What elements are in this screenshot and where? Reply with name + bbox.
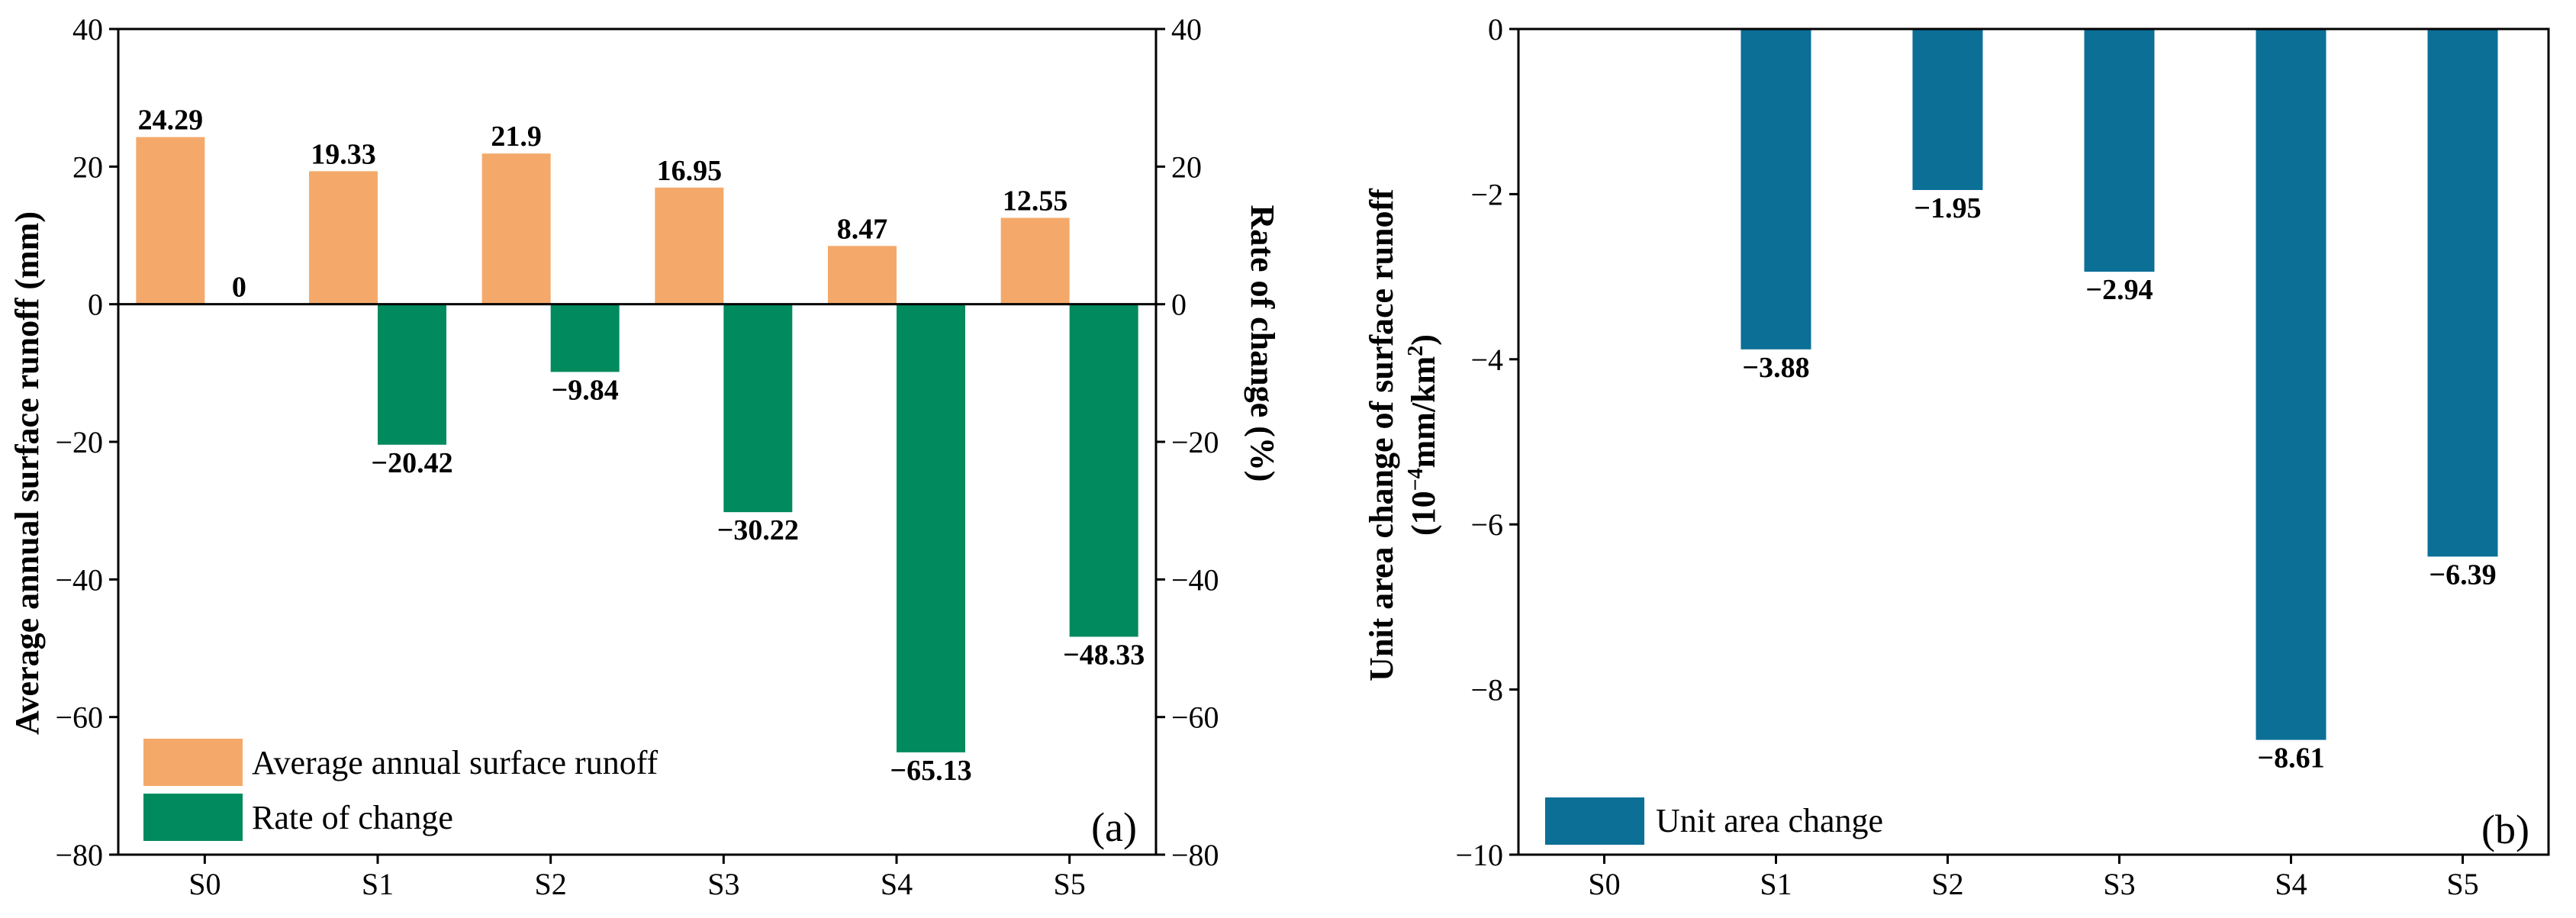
y2-tick-label: −60 (1171, 701, 1219, 735)
label-unit-area-S1: −3.88 (1742, 352, 1809, 384)
x-tick-label: S3 (2103, 867, 2135, 901)
panel-a: Average annual surface runoff (mm) Rate … (8, 12, 1281, 901)
bar-runoff-S2 (481, 153, 551, 304)
label-unit-area-S5: −6.39 (2429, 559, 2496, 591)
y-tick-label: −60 (55, 701, 103, 735)
label-rate-S1: −20.42 (371, 447, 452, 479)
bar-rate-S3 (723, 304, 793, 513)
y-tick-label: −20 (55, 425, 103, 459)
unit-sup1: −4 (1404, 468, 1428, 491)
x-tick-label: S2 (535, 867, 567, 901)
label-rate-S0: 0 (232, 272, 246, 304)
label-runoff-S1: 19.33 (311, 138, 376, 170)
bar-rate-S2 (550, 304, 620, 372)
label-runoff-S0: 24.29 (138, 105, 204, 137)
unit-post: ) (1405, 334, 1442, 346)
label-rate-S3: −30.22 (717, 514, 799, 546)
panel-b-y-axis-title-line2: (10−4mm/km2) (1404, 334, 1442, 536)
panel-b-y-axis-title-line1: Unit area change of surface runoff (1363, 188, 1400, 681)
legend-label-rate: Rate of change (252, 799, 453, 836)
x-tick-label: S3 (707, 867, 739, 901)
label-runoff-S4: 8.47 (837, 213, 888, 245)
y2-tick-label: 20 (1171, 150, 1202, 184)
bar-runoff-S0 (136, 137, 205, 304)
label-rate-S2: −9.84 (552, 374, 619, 406)
x-tick-label: S2 (1931, 867, 1963, 901)
legend-swatch-runoff (143, 739, 243, 786)
y2-tick-label: 40 (1171, 12, 1202, 47)
bar-unit-area-S4 (2256, 29, 2326, 740)
panel-b-x-ticks: S0 S1 S2 S3 S4 S5 (1588, 855, 2479, 901)
bar-rate-S1 (378, 304, 446, 445)
y-tick-label: −10 (1455, 838, 1503, 872)
panel-b-frame (1517, 27, 2550, 856)
x-tick-label: S5 (1054, 867, 1086, 901)
legend-swatch-unit-area (1545, 797, 1644, 845)
bar-runoff-S4 (828, 246, 897, 304)
panel-a-data-labels: 24.29 0 19.33 −20.42 21.9 −9.84 16.95 −30.22 8.4… (138, 105, 1145, 787)
label-rate-S5: −48.33 (1063, 639, 1145, 671)
panel-a-right-ticks: 40 20 0 −20 −40 −60 −80 (1156, 12, 1219, 872)
y-tick-label: 0 (88, 288, 103, 322)
y-tick-label: −40 (55, 562, 103, 597)
bar-unit-area-S5 (2427, 29, 2498, 557)
y-tick-label: −8 (1470, 673, 1503, 707)
y-tick-label: −6 (1470, 507, 1503, 542)
label-unit-area-S3: −2.94 (2085, 274, 2153, 306)
x-tick-label: S0 (188, 867, 221, 901)
panel-a-y2-axis-title: Rate of change (%) (1244, 205, 1281, 482)
x-tick-label: S0 (1588, 867, 1620, 901)
unit-pre: (10 (1405, 491, 1442, 536)
y-tick-label: −4 (1470, 343, 1503, 377)
x-tick-label: S1 (362, 867, 394, 901)
bar-runoff-S5 (1000, 217, 1070, 304)
y2-tick-label: −20 (1171, 425, 1219, 459)
panel-b-left-ticks: 0 −2 −4 −6 −8 −10 (1455, 12, 1518, 872)
panel-a-bars (136, 137, 1138, 752)
y-tick-label: 40 (72, 12, 103, 47)
legend-label-unit-area: Unit area change (1656, 802, 1883, 839)
panel-b: Unit area change of surface runoff (10−4… (1363, 12, 2550, 901)
panel-a-frame (117, 27, 1158, 856)
bar-unit-area-S2 (1912, 29, 1983, 190)
y2-tick-label: 0 (1171, 288, 1187, 322)
bar-runoff-S3 (655, 187, 724, 304)
label-runoff-S5: 12.55 (1003, 185, 1068, 217)
x-tick-label: S4 (2275, 867, 2307, 901)
bar-rate-S5 (1069, 304, 1138, 637)
panel-a-x-ticks: S0 S1 S2 S3 S4 S5 (188, 855, 1086, 901)
panel-a-y-axis-title: Average annual surface runoff (mm) (8, 211, 46, 735)
x-tick-label: S4 (881, 867, 913, 901)
panel-b-bars (1740, 29, 2498, 740)
legend-label-runoff: Average annual surface runoff (252, 744, 658, 781)
bar-unit-area-S3 (2084, 29, 2155, 272)
y-tick-label: −2 (1470, 177, 1503, 211)
label-rate-S4: −65.13 (890, 755, 971, 787)
y-tick-label: 0 (1488, 12, 1503, 47)
label-runoff-S2: 21.9 (491, 121, 542, 153)
panel-b-label: (b) (2481, 807, 2529, 852)
label-unit-area-S4: −8.61 (2257, 742, 2324, 775)
panel-b-data-labels: −3.88 −1.95 −2.94 −8.61 −6.39 (1742, 192, 2496, 775)
unit-mid: mm/km (1405, 356, 1442, 469)
bar-runoff-S1 (309, 171, 378, 304)
bar-unit-area-S1 (1740, 29, 1811, 349)
x-tick-label: S1 (1760, 867, 1792, 901)
bar-rate-S4 (897, 304, 965, 752)
legend-swatch-rate (143, 794, 243, 841)
x-tick-label: S5 (2446, 867, 2478, 901)
y-tick-label: 20 (72, 150, 103, 184)
y-tick-label: −80 (55, 838, 103, 872)
panel-a-left-ticks: 40 20 0 −20 −40 −60 −80 (55, 12, 118, 872)
label-unit-area-S2: −1.95 (1914, 192, 1981, 224)
panel-a-label: (a) (1091, 804, 1137, 850)
unit-sup2: 2 (1404, 346, 1428, 356)
label-runoff-S3: 16.95 (657, 155, 723, 187)
y2-tick-label: −40 (1171, 562, 1219, 597)
y2-tick-label: −80 (1171, 838, 1219, 872)
